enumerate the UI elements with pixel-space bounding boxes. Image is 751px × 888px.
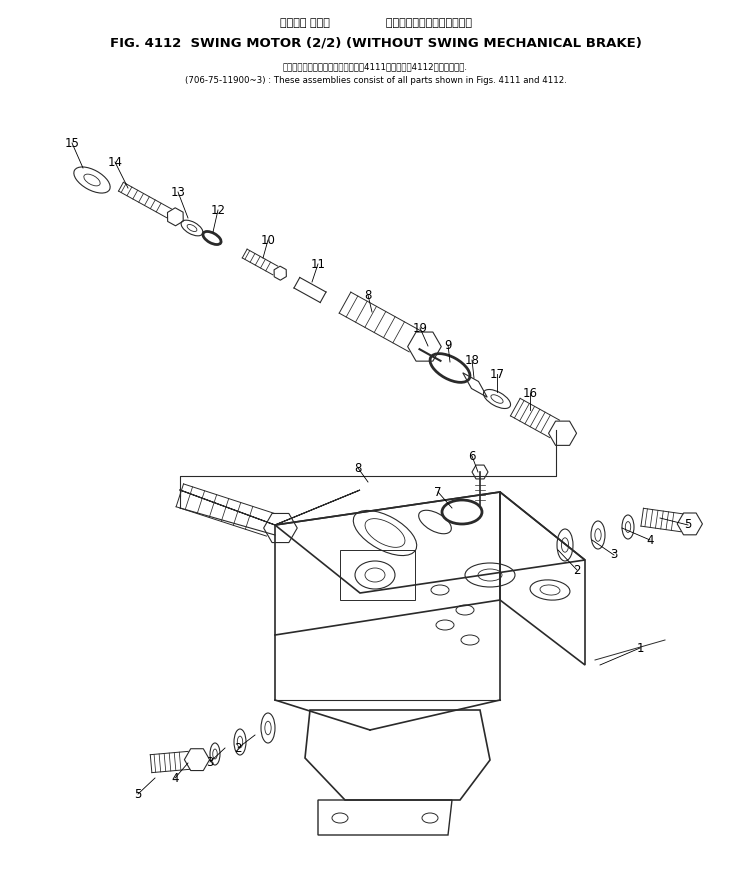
Bar [340, 550, 415, 600]
Text: 11: 11 [310, 258, 325, 271]
Text: 13: 13 [170, 186, 185, 199]
Text: 14: 14 [107, 155, 122, 169]
Text: 5: 5 [134, 788, 142, 800]
Text: 18: 18 [465, 353, 479, 367]
Text: 6: 6 [469, 449, 475, 463]
Text: 7: 7 [434, 486, 442, 498]
Text: 5: 5 [684, 519, 692, 532]
Text: 17: 17 [490, 368, 505, 380]
Text: 15: 15 [65, 137, 80, 149]
Text: 10: 10 [261, 234, 276, 247]
Text: 1: 1 [636, 641, 644, 654]
Text: 8: 8 [364, 289, 372, 302]
Text: 2: 2 [573, 564, 581, 576]
Text: 3: 3 [207, 756, 214, 768]
Text: 4: 4 [647, 534, 654, 546]
Text: これらのアセンブリの構成部品は第4111図および第4112図を含みます.: これらのアセンブリの構成部品は第4111図および第4112図を含みます. [283, 62, 468, 71]
Text: 3: 3 [611, 549, 617, 561]
Text: 9: 9 [445, 338, 452, 352]
Text: スイング モータ                旋回メカニカルブレーキなし: スイング モータ 旋回メカニカルブレーキなし [279, 18, 472, 28]
Text: 4: 4 [171, 772, 179, 784]
Text: 19: 19 [412, 321, 427, 335]
Text: 2: 2 [234, 741, 242, 755]
Text: FIG. 4112  SWING MOTOR (2/2) (WITHOUT SWING MECHANICAL BRAKE): FIG. 4112 SWING MOTOR (2/2) (WITHOUT SWI… [110, 36, 641, 49]
Text: (706-75-11900~3) : These assemblies consist of all parts shown in Figs. 4111 and: (706-75-11900~3) : These assemblies cons… [185, 76, 566, 85]
Text: 16: 16 [523, 386, 538, 400]
Text: 12: 12 [210, 203, 225, 217]
Text: 8: 8 [354, 462, 362, 474]
